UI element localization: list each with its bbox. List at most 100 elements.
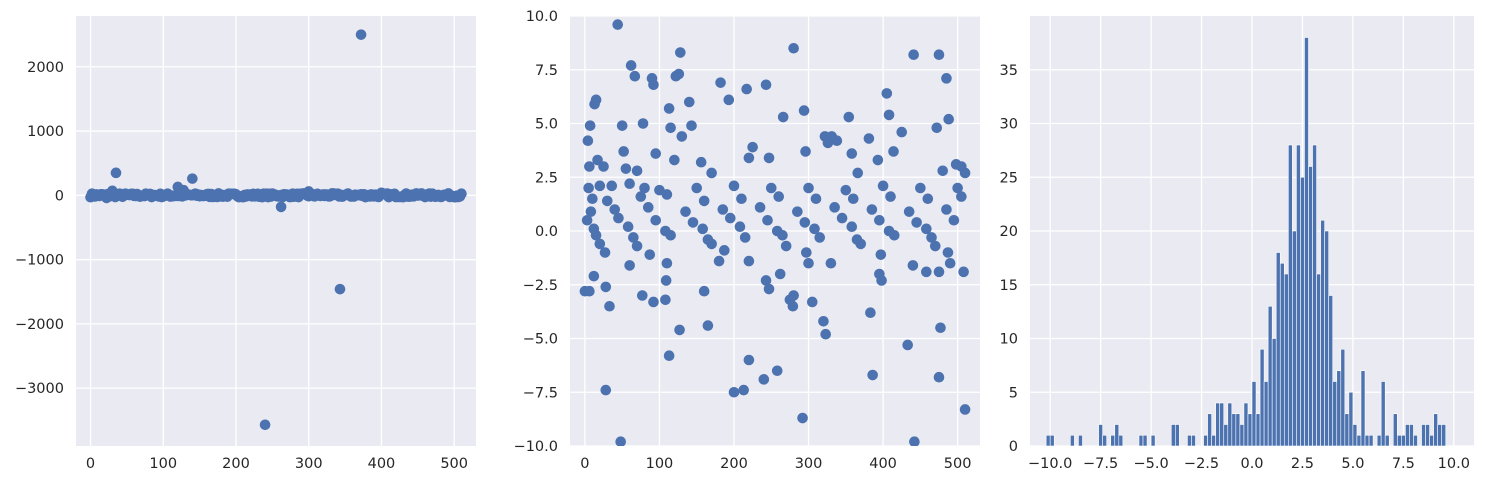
histogram-bar [1078,434,1083,447]
x-tick-label: 0 [580,456,589,472]
histogram-bar [1251,381,1257,447]
data-point [612,19,624,30]
histogram-bar [1312,144,1317,447]
data-point [846,148,858,159]
histogram-panel: −10.0 −7.5 −5.0 −2.5 0.0 2.5 5.0 7.5 10.0 0 5 10 15 2… [1000,16,1474,472]
data-point [758,374,770,385]
data-point [589,98,600,110]
data-point [665,230,676,241]
data-point [743,354,755,366]
data-point [674,324,685,336]
data-point [675,47,686,58]
data-point [631,165,643,177]
data-point [706,167,717,179]
data-point [958,266,969,278]
histogram-bar [1215,402,1221,447]
data-point [669,154,680,166]
histogram-bar [1409,424,1414,447]
data-point [691,182,703,194]
data-point [616,120,628,131]
data-point [741,83,752,95]
data-point [635,191,647,202]
y-tick-label: 5.0 [535,117,558,133]
data-point [801,247,812,258]
y-tick-label: 10 [1000,332,1018,348]
data-point [584,285,595,297]
histogram-bar [1227,402,1233,447]
data-point [771,365,783,377]
data-point [921,223,932,235]
data-point [715,77,726,88]
data-point [933,371,945,383]
data-point [686,120,697,131]
data-point [663,103,675,114]
data-point [803,182,814,194]
data-point [763,152,775,164]
histogram-bar [1102,434,1107,447]
data-point [922,193,934,205]
data-point [698,195,710,207]
data-point [743,152,755,164]
data-point [843,111,855,123]
histogram-bar [1316,273,1321,447]
x-tick-label: 500 [944,456,972,472]
data-point [743,255,755,267]
data-point [933,266,945,278]
data-point [660,294,671,306]
data-point [600,281,612,293]
data-point [101,192,112,204]
y-tick-label: 7.5 [535,63,558,79]
data-point [670,70,682,82]
data-point [814,232,826,243]
data-point [584,120,596,131]
histogram-bar [1118,434,1124,447]
y-tick-label: 2.5 [535,170,558,186]
data-point [416,188,427,199]
data-point [613,212,624,224]
histogram-bar [1223,424,1229,447]
histogram-bar [1275,252,1281,447]
histogram-bar [1308,166,1313,447]
histogram-bar [1304,37,1309,447]
data-point [867,369,878,381]
data-point [874,214,885,226]
data-point [584,161,595,172]
histogram-bar [1437,424,1443,447]
data-point [624,260,635,271]
histogram-bar [1211,434,1216,447]
y-tick-label: −2000 [15,317,64,333]
data-point [661,189,673,200]
data-point [799,217,811,228]
x-tick-label: −2.5 [1184,456,1219,472]
histogram-bar [1098,424,1103,447]
data-point [872,154,884,166]
data-point [728,180,740,192]
data-point [698,285,710,297]
data-point [780,240,792,252]
x-tick-label: −5.0 [1133,456,1168,472]
data-point [942,247,954,258]
histogram-bar [1045,434,1051,447]
histogram-bar [1348,391,1354,447]
histogram-bar [1401,434,1406,447]
histogram-bar [1219,402,1225,447]
y-tick-label: 35 [1000,63,1018,79]
data-point [676,131,688,142]
data-point [683,96,695,108]
data-point [760,79,772,91]
histogram-bar [1271,338,1277,447]
y-tick-label: −1000 [15,253,64,269]
data-point [687,217,699,228]
data-point [788,42,799,54]
data-point [665,122,676,134]
histogram-bar [1300,176,1305,447]
data-point [728,386,740,398]
data-point [933,49,945,60]
data-point [911,217,922,228]
data-point [639,182,650,194]
data-point [941,73,952,84]
data-point [680,206,691,217]
data-point [787,300,799,312]
histogram-bar [1187,434,1192,447]
data-point [777,230,788,241]
